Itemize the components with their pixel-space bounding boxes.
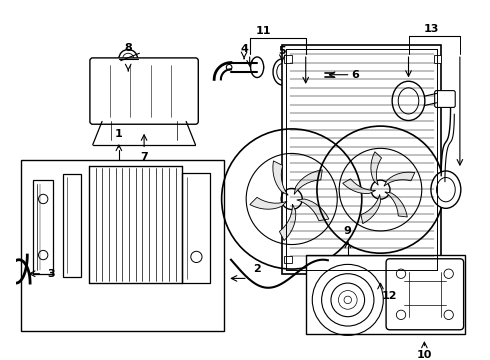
Text: 5: 5 [278,46,286,57]
Text: 7: 7 [140,152,148,162]
Text: 3: 3 [48,269,55,279]
Bar [434,55,441,63]
Polygon shape [361,194,381,224]
Bar [306,255,465,334]
Polygon shape [250,197,287,209]
Text: 10: 10 [416,350,432,360]
Polygon shape [297,199,329,221]
Bar [284,55,292,63]
Text: 1: 1 [115,129,122,139]
FancyBboxPatch shape [182,173,210,283]
Polygon shape [343,179,376,194]
Ellipse shape [250,57,264,77]
Bar [434,256,441,264]
Ellipse shape [273,59,292,85]
Polygon shape [371,152,382,185]
Text: 13: 13 [424,24,440,34]
Text: 9: 9 [344,226,352,236]
Ellipse shape [431,171,461,208]
Ellipse shape [309,66,321,84]
Ellipse shape [305,62,325,88]
Ellipse shape [392,81,425,121]
Text: 2: 2 [253,264,261,274]
Text: 4: 4 [240,45,248,54]
Polygon shape [294,170,322,194]
Polygon shape [384,172,415,186]
Polygon shape [279,204,296,240]
FancyBboxPatch shape [90,58,198,124]
FancyBboxPatch shape [33,180,53,274]
Bar [282,45,441,274]
Bar [21,160,224,331]
Polygon shape [273,161,288,195]
Text: 12: 12 [382,291,397,301]
Ellipse shape [437,177,455,202]
FancyBboxPatch shape [63,174,81,276]
Text: 6: 6 [351,70,359,80]
FancyBboxPatch shape [386,259,464,330]
Polygon shape [385,192,407,217]
FancyBboxPatch shape [435,91,455,107]
Bar [284,256,292,264]
Ellipse shape [277,63,288,80]
Ellipse shape [398,88,419,114]
Text: 8: 8 [124,42,132,53]
Text: 11: 11 [256,26,271,36]
